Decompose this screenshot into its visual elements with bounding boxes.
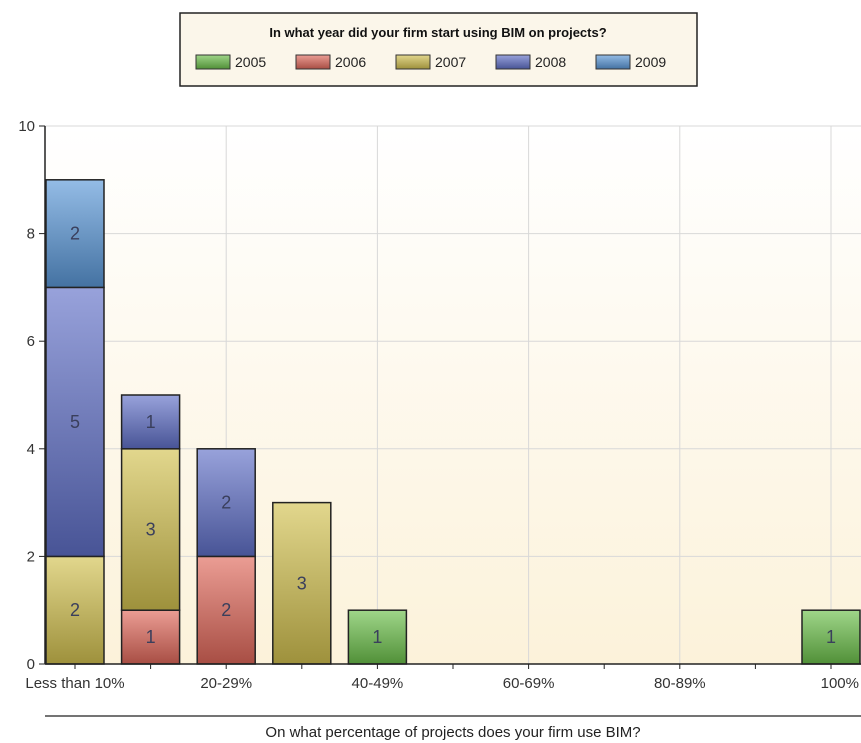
bars: 2 5 2 1 3 1 2 2 3 1 1 [45,179,861,665]
data-label: 1 [146,627,156,647]
data-label: 1 [826,627,836,647]
data-label: 3 [297,573,307,593]
y-tick-label: 0 [27,656,35,673]
tick-labels: 0 2 4 6 8 10 Less than 10% 20-29% 40-49% 60-69% 80… [18,118,859,692]
legend-label: 2009 [635,54,666,70]
legend-items: 2005 2006 2007 2008 2009 [195,54,666,70]
legend-box [179,12,698,87]
plot-area [45,126,861,664]
legend-label: 2006 [335,54,366,70]
x-tick-label: Less than 10% [25,675,124,692]
y-tick-label: 10 [18,118,35,135]
grid-lines [45,125,861,665]
legend: In what year did your firm start using B… [179,12,698,87]
data-label: 2 [70,600,80,620]
y-tick-label: 6 [27,333,35,350]
bar-segment [196,448,256,558]
data-label: 1 [372,627,382,647]
bar-segment [120,609,181,665]
x-tick-label: 80-89% [654,675,706,692]
x-tick-label: 40-49% [352,675,404,692]
legend-swatch [195,54,231,70]
legend-swatch [595,54,631,70]
data-label: 2 [70,224,80,244]
data-label: 3 [146,520,156,540]
x-axis-title: On what percentage of projects does your… [265,724,640,741]
y-tick-label: 8 [27,226,35,243]
bar-segment [45,555,105,665]
y-tick-label: 2 [27,548,35,565]
legend-label: 2008 [535,54,566,70]
bar-segment [45,179,105,289]
y-tick-label: 4 [27,441,35,458]
bar-segment [120,394,181,450]
bar-segment [272,501,332,665]
data-label: 2 [221,493,231,513]
x-tick-label: 60-69% [503,675,555,692]
legend-label: 2007 [435,54,466,70]
x-tick-label: 100% [821,675,859,692]
legend-swatch [395,54,431,70]
bar-segment [45,286,105,558]
data-label: 2 [221,600,231,620]
legend-swatch [495,54,531,70]
legend-swatch [295,54,331,70]
x-tick-label: 20-29% [200,675,252,692]
data-label: 5 [70,412,80,432]
data-label: 1 [146,412,156,432]
legend-label: 2005 [235,54,266,70]
legend-title: In what year did your firm start using B… [269,25,606,40]
